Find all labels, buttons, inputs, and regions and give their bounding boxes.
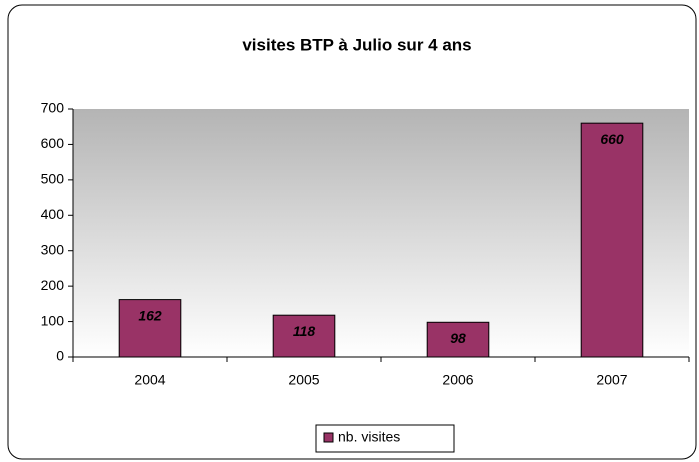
data-label: 660	[600, 131, 624, 147]
legend	[315, 424, 455, 453]
y-tick-label: 600	[41, 135, 65, 151]
data-label: 98	[450, 330, 466, 346]
y-tick-label: 500	[41, 171, 65, 187]
y-tick-label: 300	[41, 241, 65, 257]
legend-label: nb. visites	[338, 429, 400, 445]
legend-swatch	[323, 432, 334, 443]
bar	[272, 314, 336, 358]
bar	[426, 321, 490, 358]
bar	[118, 299, 182, 358]
x-tick-label: 2007	[596, 372, 627, 388]
y-tick-label: 100	[41, 312, 65, 328]
bar	[580, 122, 644, 358]
y-tick-label: 0	[56, 348, 64, 364]
data-label: 118	[293, 323, 316, 339]
x-tick-label: 2006	[442, 372, 473, 388]
data-label: 162	[138, 307, 162, 323]
x-tick-label: 2005	[288, 372, 319, 388]
chart-title: visites BTP à Julio sur 4 ans	[242, 35, 471, 54]
x-tick-label: 2004	[134, 372, 165, 388]
y-tick-label: 700	[41, 100, 65, 116]
y-tick-label: 200	[41, 277, 65, 293]
y-tick-label: 400	[41, 206, 65, 222]
